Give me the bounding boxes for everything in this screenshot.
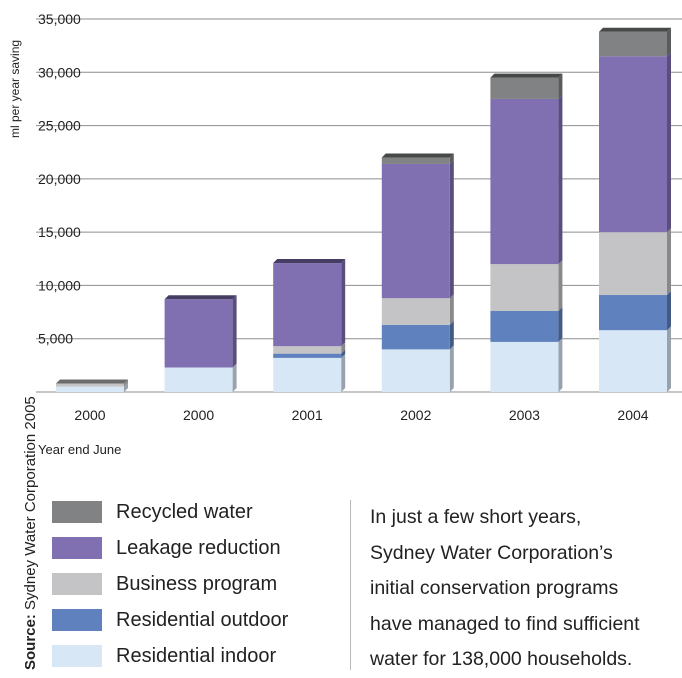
x-tick-label: 2004 bbox=[617, 407, 648, 423]
bar-segment-side bbox=[341, 353, 346, 392]
bar-segment bbox=[599, 31, 667, 57]
legend-item-residential-outdoor: Residential outdoor bbox=[52, 602, 288, 638]
caption-line: water for 138,000 households. bbox=[370, 648, 633, 670]
bar-segment bbox=[599, 232, 667, 296]
x-tick-label: 2000 bbox=[74, 407, 105, 423]
bar-segment-side bbox=[232, 295, 237, 368]
bar-segment-side bbox=[341, 342, 346, 354]
bar-segment-side bbox=[341, 349, 346, 358]
y-tick-labels: 35,000 30,000 25,000 20,000 15,000 10,000 5,00… bbox=[38, 11, 81, 347]
caption-line: In just a few short years, bbox=[370, 506, 582, 528]
divider bbox=[350, 500, 351, 670]
bar-top bbox=[381, 153, 454, 158]
bar-top bbox=[599, 27, 671, 32]
bar-segment bbox=[381, 349, 450, 392]
bar-segment-side bbox=[124, 379, 128, 387]
bar-segment-side bbox=[558, 307, 563, 342]
bar-segment bbox=[273, 357, 342, 392]
bar-segment-side bbox=[667, 291, 671, 331]
bar-top bbox=[164, 295, 237, 300]
caption-line: initial conservation programs bbox=[370, 577, 619, 599]
caption: In just a few short years, Sydney Water … bbox=[370, 500, 682, 678]
x-axis-label: Year end June bbox=[38, 442, 121, 457]
legend-item-residential-indoor: Residential indoor bbox=[52, 638, 288, 674]
legend-swatch bbox=[52, 537, 102, 559]
bar-segment-side bbox=[449, 294, 454, 325]
y-tick-label: 5,000 bbox=[38, 331, 73, 347]
y-tick-label: 20,000 bbox=[38, 171, 81, 187]
legend-item-leakage-reduction: Leakage reduction bbox=[52, 530, 288, 566]
bar-top bbox=[273, 259, 346, 264]
y-tick-label: 30,000 bbox=[38, 64, 81, 80]
bar-segment-side bbox=[449, 345, 454, 392]
y-axis-label: ml per year saving bbox=[8, 40, 22, 138]
legend: Recycled water Leakage reduction Busines… bbox=[52, 494, 288, 674]
caption-line: have managed to find sufficient bbox=[370, 612, 640, 635]
legend-swatch bbox=[52, 645, 102, 667]
bar-segment-side bbox=[667, 27, 671, 57]
bar-segment bbox=[381, 157, 450, 164]
bar-segment bbox=[490, 341, 559, 392]
bar-segment-side bbox=[558, 337, 563, 392]
bar-segment bbox=[599, 56, 667, 233]
bar-segment bbox=[273, 346, 342, 354]
source-text: Sydney Water Corporation 2005 bbox=[22, 396, 39, 615]
bar-segment bbox=[490, 77, 559, 99]
bar-segment bbox=[490, 98, 559, 265]
legend-item-recycled-water: Recycled water bbox=[52, 494, 288, 530]
bar-segment bbox=[381, 324, 450, 350]
bar-segment bbox=[56, 383, 124, 387]
bar-top bbox=[56, 379, 128, 384]
legend-swatch bbox=[52, 609, 102, 631]
caption-line: Sydney Water Corporation’s bbox=[370, 541, 613, 564]
legend-swatch bbox=[52, 501, 102, 523]
x-tick-labels: 2000 2000 2001 2002 2003 2004 bbox=[74, 407, 648, 423]
bar-segment-side bbox=[341, 259, 346, 347]
bar-segment bbox=[381, 298, 450, 325]
y-tick-label: 25,000 bbox=[38, 118, 81, 134]
gridlines bbox=[36, 18, 682, 393]
bar-segment bbox=[490, 264, 559, 312]
x-tick-label: 2000 bbox=[183, 407, 214, 423]
bar-segment-side bbox=[667, 326, 671, 392]
stacked-bar-chart: 35,000 30,000 25,000 20,000 15,000 10,000 5,00… bbox=[8, 11, 682, 457]
source-note: Source: Sydney Water Corporation 2005 bbox=[22, 396, 39, 670]
bar-segment-side bbox=[449, 159, 454, 299]
bar-segment bbox=[599, 330, 667, 392]
legend-label: Recycled water bbox=[116, 500, 253, 523]
legend-swatch bbox=[52, 573, 102, 595]
bar-top bbox=[490, 73, 563, 78]
bar-segment-side bbox=[558, 94, 563, 265]
legend-label: Leakage reduction bbox=[116, 536, 281, 559]
bar-segment bbox=[599, 295, 667, 331]
bar-segment-side bbox=[232, 363, 237, 392]
source-label: Source: bbox=[22, 614, 39, 670]
legend-item-business-program: Business program bbox=[52, 566, 288, 602]
bar-segment bbox=[490, 311, 559, 342]
y-tick-label: 15,000 bbox=[38, 224, 81, 240]
bar-segment-side bbox=[449, 320, 454, 350]
legend-label: Residential indoor bbox=[116, 644, 277, 667]
bar-segment-side bbox=[667, 228, 671, 296]
legend-label: Residential outdoor bbox=[116, 608, 289, 631]
x-tick-label: 2002 bbox=[400, 407, 431, 423]
bar-segment-side bbox=[449, 153, 454, 164]
bar-segment bbox=[273, 263, 342, 347]
bar-segment-side bbox=[558, 260, 563, 312]
bar-segment bbox=[56, 386, 124, 392]
legend-label: Business program bbox=[116, 572, 278, 595]
bar-segment-side bbox=[124, 382, 128, 392]
x-tick-label: 2003 bbox=[509, 407, 540, 423]
bar-segment bbox=[164, 299, 233, 368]
x-tick-label: 2001 bbox=[292, 407, 323, 423]
bar-segment-side bbox=[667, 52, 671, 233]
bar-segment bbox=[273, 353, 342, 358]
y-tick-label: 10,000 bbox=[38, 277, 81, 293]
y-tick-label: 35,000 bbox=[38, 11, 81, 27]
bar-segment bbox=[164, 367, 233, 392]
bars bbox=[56, 27, 671, 392]
bar-segment-side bbox=[558, 73, 563, 99]
bar-segment bbox=[381, 163, 450, 299]
